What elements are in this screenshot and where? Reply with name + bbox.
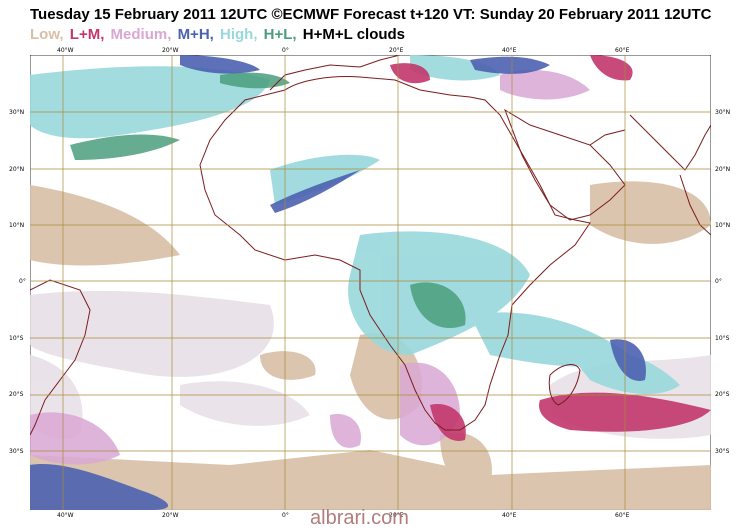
lon-label-0-bottom: 0°	[282, 512, 289, 519]
cloud-legend: Low, L+M, Medium, M+H, High, H+L, H+M+L …	[30, 26, 407, 43]
coastlines	[30, 55, 711, 436]
lat-label-30n-right: 30°N	[715, 109, 731, 116]
legend-high-low: H+L,	[263, 26, 297, 43]
lon-label-60e-top: 60°E	[615, 47, 630, 54]
lat-label-0-right: 0°	[715, 278, 722, 285]
legend-all-levels: H+M+L clouds	[302, 26, 406, 43]
legend-high: High,	[220, 26, 258, 43]
lat-label-30s-right: 30°S	[715, 448, 730, 455]
lat-label-20n-right: 20°N	[715, 166, 731, 173]
lon-label-40e-top: 40°E	[502, 47, 517, 54]
lon-label-20e-bottom: 20°E	[389, 512, 404, 519]
chart-title: Tuesday 15 February 2011 12UTC ©ECMWF Fo…	[30, 6, 712, 23]
legend-low-medium: L+M,	[69, 26, 105, 43]
lat-label-30n-left: 30°N	[9, 109, 25, 116]
lon-label-20e-top: 20°E	[389, 47, 404, 54]
lon-label-40w-top: 40°W	[57, 47, 74, 54]
watermark-text: albrari.com	[310, 507, 409, 529]
lon-label-20w-top: 20°W	[162, 47, 179, 54]
legend-low: Low,	[30, 26, 64, 43]
cloud-map	[30, 55, 711, 510]
cloud-field	[30, 55, 711, 510]
lat-label-10s-right: 10°S	[715, 335, 730, 342]
lon-label-20w-bottom: 20°W	[162, 512, 179, 519]
lat-label-10n-right: 10°N	[715, 222, 731, 229]
lat-label-20s-left: 20°S	[9, 391, 24, 398]
grid-lines	[30, 55, 711, 510]
legend-medium: Medium,	[110, 26, 172, 43]
lon-label-40w-bottom: 40°W	[57, 512, 74, 519]
legend-medium-high: M+H,	[177, 26, 214, 43]
lon-label-60e-bottom: 60°E	[615, 512, 630, 519]
lon-label-40e-bottom: 40°E	[502, 512, 517, 519]
lat-label-10s-left: 10°S	[9, 335, 24, 342]
lat-label-0-left: 0°	[19, 278, 26, 285]
lat-label-10n-left: 10°N	[9, 222, 25, 229]
lat-label-30s-left: 30°S	[9, 448, 24, 455]
lon-label-0-top: 0°	[282, 47, 289, 54]
lat-label-20n-left: 20°N	[9, 166, 25, 173]
lat-label-20s-right: 20°S	[715, 391, 730, 398]
